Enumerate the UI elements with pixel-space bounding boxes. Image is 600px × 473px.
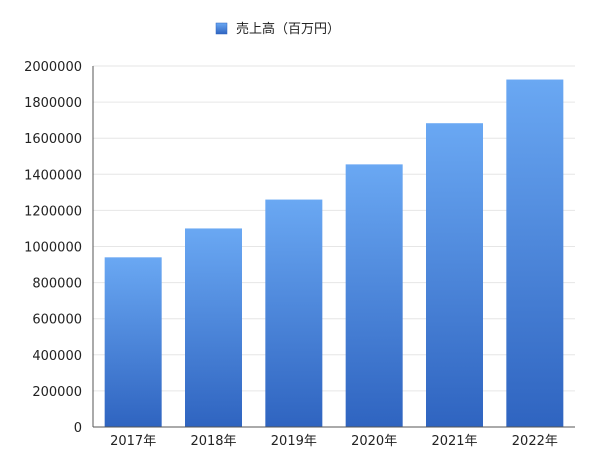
bar-6: [506, 79, 564, 427]
x-tick-label: 2019年: [271, 434, 317, 449]
legend-label: 売上高（百万円）: [236, 21, 340, 37]
bar-4: [345, 164, 403, 427]
y-tick-label: 0: [74, 421, 82, 436]
bar-2: [185, 228, 242, 427]
bar-3: [265, 199, 323, 427]
y-tick-label: 800000: [32, 277, 82, 292]
x-tick-label: 2020年: [351, 434, 397, 449]
y-tick-label: 200000: [32, 385, 82, 400]
gridlines: [93, 65, 575, 392]
legend-swatch: [215, 22, 228, 35]
y-tick-label: 1800000: [24, 96, 82, 111]
x-tick-label: 2018年: [190, 434, 236, 449]
x-tick-label: 2017年: [110, 434, 156, 449]
legend: 売上高（百万円）: [215, 21, 340, 37]
y-tick-label: 1000000: [24, 241, 82, 256]
y-tick-label: 1200000: [24, 204, 82, 219]
y-tick-label: 400000: [32, 349, 82, 364]
y-tick-label: 1600000: [24, 132, 82, 147]
y-tick-label: 600000: [32, 313, 82, 328]
bars: [104, 79, 564, 427]
x-tick-label: 2022年: [512, 434, 558, 449]
y-tick-label: 1400000: [24, 168, 82, 183]
x-tick-label: 2021年: [431, 434, 477, 449]
bar-5: [426, 123, 483, 427]
axes: 0 200000 400000 600000 800000 1000000 1200000 1…: [24, 60, 575, 449]
y-tick-label: 2000000: [24, 60, 82, 75]
bar-1: [104, 257, 162, 427]
